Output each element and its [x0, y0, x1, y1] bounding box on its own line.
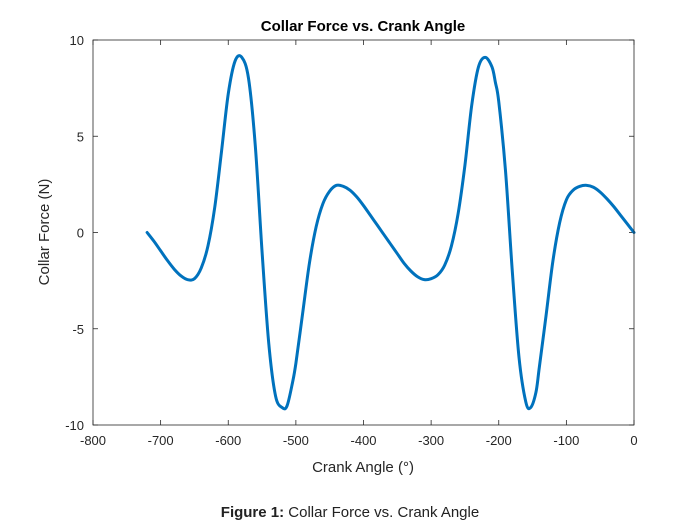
plot-area: [93, 40, 634, 425]
y-axis-label: Collar Force (N): [36, 179, 53, 286]
x-tick-label: -300: [418, 433, 444, 448]
x-tick-label: -600: [215, 433, 241, 448]
figure-caption: Figure 1: Collar Force vs. Crank Angle: [0, 504, 700, 521]
chart-title: Collar Force vs. Crank Angle: [261, 18, 466, 35]
plot-frame: [92, 39, 635, 426]
caption-prefix: Figure 1:: [220, 504, 285, 521]
y-tick-label: -5: [72, 322, 84, 337]
x-tick-label: -400: [350, 433, 376, 448]
x-axis-label: Crank Angle (°): [312, 459, 414, 476]
series-line-0: [145, 54, 636, 411]
y-tick-label: 0: [77, 226, 84, 241]
x-tick-label: -200: [486, 433, 512, 448]
x-tick-label: -100: [553, 433, 579, 448]
x-tick-label: -800: [80, 433, 106, 448]
x-tick-label: 0: [630, 433, 637, 448]
y-tick-label: 10: [70, 33, 84, 48]
x-tick-label: -700: [148, 433, 174, 448]
x-tick-label: -500: [283, 433, 309, 448]
y-tick-label: 5: [77, 129, 84, 144]
axis-ticks: -800 -700 -600 -500 -400 -300 -200 -100 0 10 5 0 -5 -…: [65, 33, 637, 448]
caption-text: Collar Force vs. Crank Angle: [288, 504, 480, 521]
y-tick-label: -10: [65, 418, 84, 433]
series-layer: [145, 54, 636, 411]
